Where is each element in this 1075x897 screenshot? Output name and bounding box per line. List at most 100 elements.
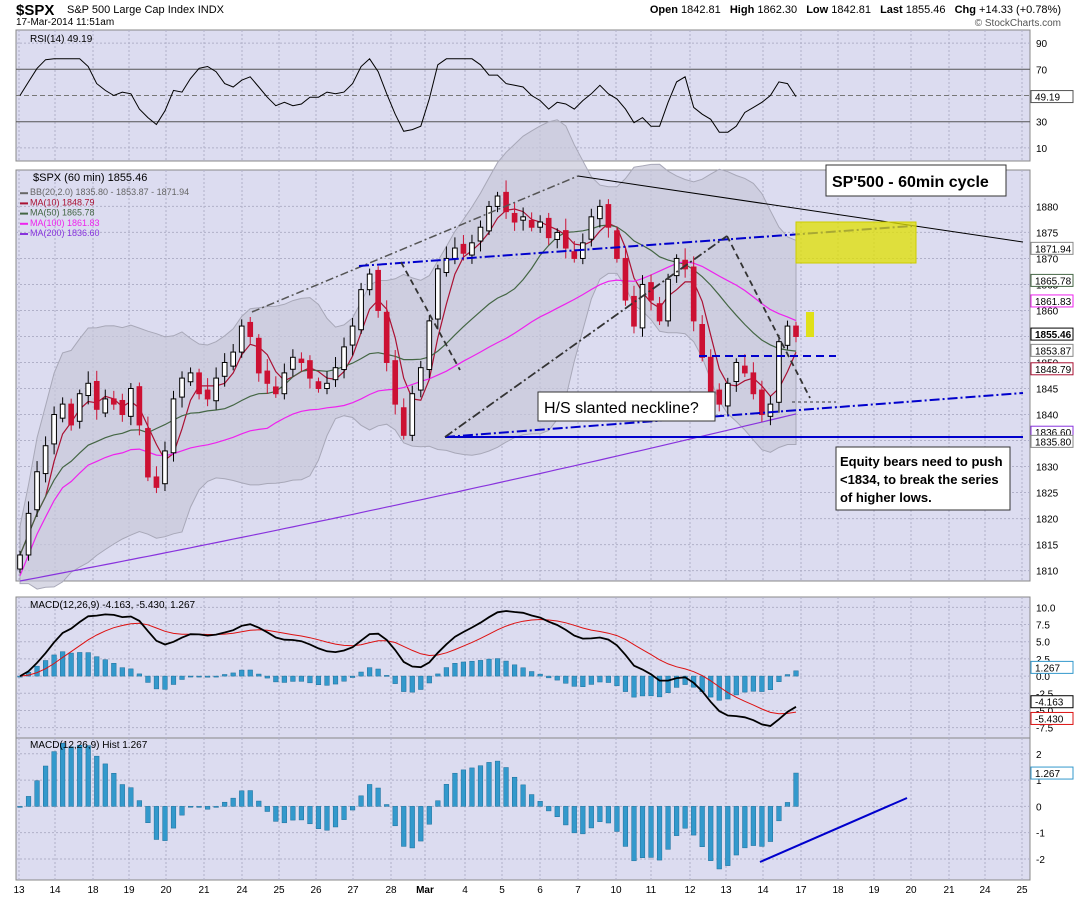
macd-hist-bar bbox=[384, 675, 390, 677]
macd-hist-bar bbox=[239, 669, 245, 677]
candle-body bbox=[307, 360, 313, 379]
hist-bar bbox=[733, 806, 739, 856]
bears-annotation-line: Equity bears need to push bbox=[840, 454, 1003, 469]
x-tick-label: 19 bbox=[868, 885, 880, 896]
hist-bar bbox=[256, 800, 262, 807]
x-tick-label: 21 bbox=[198, 885, 210, 896]
price-legend-entry: MA(100) 1861.83 bbox=[30, 218, 100, 228]
macd-hist-bar bbox=[68, 652, 74, 677]
macd-hist-bar bbox=[639, 675, 646, 697]
macd-hist-bar bbox=[452, 663, 458, 677]
macd-hist-bar bbox=[34, 665, 40, 677]
candle-body bbox=[750, 372, 757, 395]
macd-side-box bbox=[1030, 660, 1074, 674]
neckline-annotation-box bbox=[537, 391, 716, 422]
macd-hist-bar bbox=[273, 675, 279, 683]
macd-hist-bar bbox=[469, 660, 475, 677]
candle-body bbox=[255, 337, 262, 374]
axis-labels: 13 14 18 19 20 21 24 25 26 27 28 Mar 4 5 6 7 10 11 12 13 14 1… bbox=[13, 34, 1074, 896]
macd-hist-bar bbox=[230, 672, 236, 677]
hist-bar bbox=[332, 806, 339, 828]
candle-body bbox=[42, 445, 49, 475]
hist-bar bbox=[469, 767, 475, 807]
price-tick-label: 1815 bbox=[1036, 541, 1059, 552]
macd-hist-bar bbox=[750, 675, 756, 692]
candle-body bbox=[460, 243, 467, 254]
hist-bar bbox=[546, 806, 552, 812]
macd-hist-bar bbox=[324, 675, 330, 686]
candle-body bbox=[562, 230, 569, 249]
macd-side-label: 1.267 bbox=[1035, 663, 1060, 674]
macd-hist-bar bbox=[605, 675, 611, 683]
x-tick-label: 18 bbox=[87, 885, 99, 896]
candle-body bbox=[136, 386, 143, 426]
candle-body bbox=[375, 269, 381, 311]
candle-body bbox=[520, 216, 526, 221]
candle-body bbox=[528, 219, 535, 228]
dashed-decline-line bbox=[726, 235, 811, 399]
hist-bar bbox=[136, 800, 142, 807]
macd-hist-bar bbox=[776, 675, 782, 682]
price-side-label: 1848.79 bbox=[1035, 365, 1072, 376]
macd-panel bbox=[15, 596, 1031, 739]
candle-body bbox=[409, 393, 416, 436]
hist-bar bbox=[742, 806, 748, 849]
rsi-tick-label: 10 bbox=[1036, 144, 1048, 155]
hist-bar bbox=[648, 806, 654, 858]
high-label: High bbox=[729, 4, 755, 16]
candle-body bbox=[707, 356, 714, 395]
macd-hist-bar bbox=[656, 675, 663, 698]
price-side-label: 1835.80 bbox=[1035, 437, 1072, 448]
candle-body bbox=[605, 204, 612, 228]
macd-tick-label: 10.0 bbox=[1036, 603, 1056, 614]
hist-bar bbox=[85, 745, 91, 807]
price-tick-label: 1810 bbox=[1036, 567, 1059, 578]
hist-bar bbox=[60, 743, 66, 807]
price-tick-label: 1820 bbox=[1036, 515, 1059, 526]
price-side-label: 1855.46 bbox=[1035, 330, 1072, 341]
candle-body bbox=[145, 428, 151, 478]
x-tick-label: 21 bbox=[943, 885, 955, 896]
candle-body bbox=[179, 377, 185, 398]
hist-bar bbox=[222, 801, 228, 807]
candle-body bbox=[656, 303, 663, 322]
candle-body bbox=[614, 230, 620, 259]
candle-body bbox=[332, 367, 339, 381]
macd-hist-bar bbox=[51, 654, 57, 677]
macd-hist-bar bbox=[614, 675, 620, 687]
price-tick-label: 1860 bbox=[1036, 306, 1059, 317]
macd-hist-bar bbox=[281, 675, 287, 683]
macd-hist-bar bbox=[622, 675, 629, 692]
candle-body bbox=[366, 273, 373, 291]
macd-hist-bar bbox=[162, 675, 168, 690]
hist-bar bbox=[784, 802, 791, 807]
hist-bar bbox=[281, 806, 287, 824]
price-tick-label: 1840 bbox=[1036, 411, 1059, 422]
hist-bar bbox=[350, 806, 356, 811]
hist-bar bbox=[17, 806, 23, 808]
descending-resistance-line bbox=[577, 175, 1024, 243]
candle-body bbox=[588, 216, 595, 240]
rsi-line bbox=[19, 58, 797, 133]
candle-body bbox=[17, 554, 23, 570]
macd-legend: MACD(12,26,9) -4.163, -5.430, 1.267 bbox=[30, 600, 196, 611]
price-side-label: 1871.94 bbox=[1035, 244, 1072, 255]
hist-bar bbox=[179, 806, 185, 816]
chg-value: +14.33 (+0.78%) bbox=[979, 4, 1061, 16]
macd-hist-bar bbox=[503, 660, 509, 677]
hist-bar bbox=[111, 773, 117, 807]
hist-bar bbox=[776, 806, 782, 822]
macd-hist-bar bbox=[256, 673, 262, 677]
hist-bar bbox=[435, 800, 441, 807]
hist-bar bbox=[759, 806, 765, 847]
hs-neckline bbox=[444, 392, 1024, 438]
macd-hist-bar bbox=[170, 675, 177, 685]
stockcharts-brand: © StockCharts.com bbox=[974, 18, 1061, 29]
hist-bar bbox=[264, 806, 270, 812]
candle-body bbox=[435, 268, 441, 320]
macd-histogram bbox=[17, 743, 799, 870]
price-legend-entry: BB(20,2.0) 1835.80 - 1853.87 - 1871.94 bbox=[30, 187, 189, 197]
macd-signal-line bbox=[19, 618, 797, 715]
macd-tick-label: 7.5 bbox=[1036, 621, 1050, 632]
